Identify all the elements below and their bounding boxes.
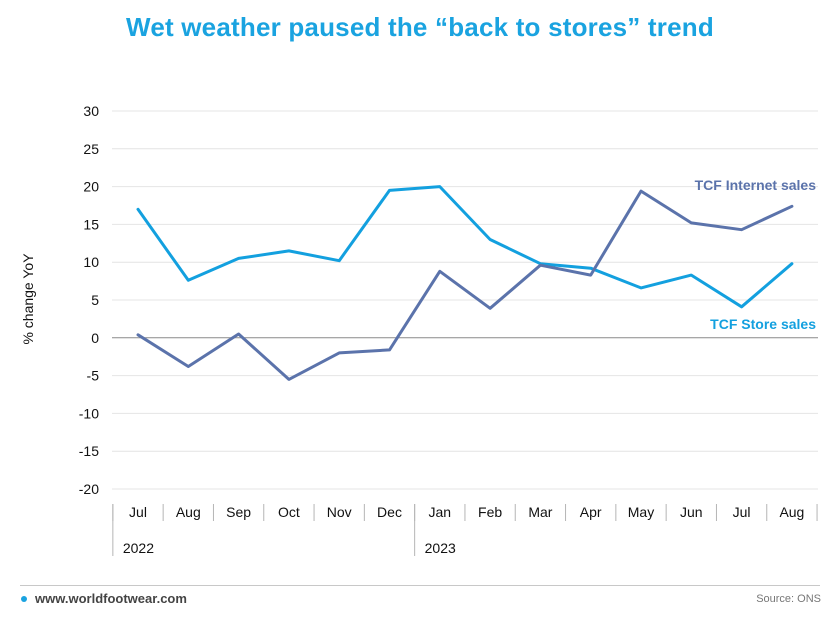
bullet-icon bbox=[21, 596, 27, 602]
website-link[interactable]: www.worldfootwear.com bbox=[35, 591, 187, 606]
series-lines bbox=[136, 185, 794, 381]
x-tick-label: Nov bbox=[327, 504, 352, 520]
x-tick-label: Mar bbox=[528, 504, 552, 520]
y-tick-labels: 30 25 20 15 10 5 0 -5 -10 -15 -20 bbox=[79, 103, 99, 497]
y-tick-label: -15 bbox=[79, 443, 99, 459]
x-tick-label: Feb bbox=[478, 504, 502, 520]
year-label: 2023 bbox=[425, 540, 456, 556]
footer-divider bbox=[20, 585, 820, 586]
series-label: TCF Internet sales bbox=[695, 177, 817, 193]
y-axis-label: % change YoY bbox=[20, 253, 36, 345]
gridlines bbox=[112, 110, 818, 490]
series-line bbox=[136, 185, 794, 309]
year-label: 2022 bbox=[123, 540, 154, 556]
y-tick-label: 25 bbox=[83, 141, 99, 157]
series-labels: TCF Store sales TCF Internet sales bbox=[695, 177, 817, 332]
chart-title: Wet weather paused the “back to stores” … bbox=[126, 12, 714, 42]
y-tick-label: -20 bbox=[79, 481, 99, 497]
y-tick-label: 20 bbox=[83, 179, 99, 195]
x-tick-label: Dec bbox=[377, 504, 402, 520]
x-tick-label: May bbox=[628, 504, 654, 520]
source-note: Source: ONS bbox=[756, 593, 821, 605]
x-tick-label: Jan bbox=[429, 504, 452, 520]
x-tick-label: Jul bbox=[733, 504, 751, 520]
x-axis: Jul Aug Sep Oct Nov Dec Jan Feb Mar Apr May Jun Jul A… bbox=[112, 504, 818, 556]
y-tick-label: 0 bbox=[91, 330, 99, 346]
y-tick-label: -5 bbox=[87, 368, 100, 384]
y-tick-label: 10 bbox=[83, 254, 99, 270]
y-tick-label: 15 bbox=[83, 216, 99, 232]
x-tick-label: Sep bbox=[226, 504, 251, 520]
series-line bbox=[136, 189, 794, 381]
x-tick-label: Aug bbox=[176, 504, 201, 520]
y-tick-label: 30 bbox=[83, 103, 99, 119]
x-tick-label: Oct bbox=[278, 504, 300, 520]
x-tick-label: Jun bbox=[680, 504, 703, 520]
series-label: TCF Store sales bbox=[710, 316, 816, 332]
y-tick-label: -10 bbox=[79, 405, 99, 421]
x-tick-label: Apr bbox=[580, 504, 602, 520]
x-tick-label: Aug bbox=[779, 504, 804, 520]
y-tick-label: 5 bbox=[91, 292, 99, 308]
x-tick-label: Jul bbox=[129, 504, 147, 520]
